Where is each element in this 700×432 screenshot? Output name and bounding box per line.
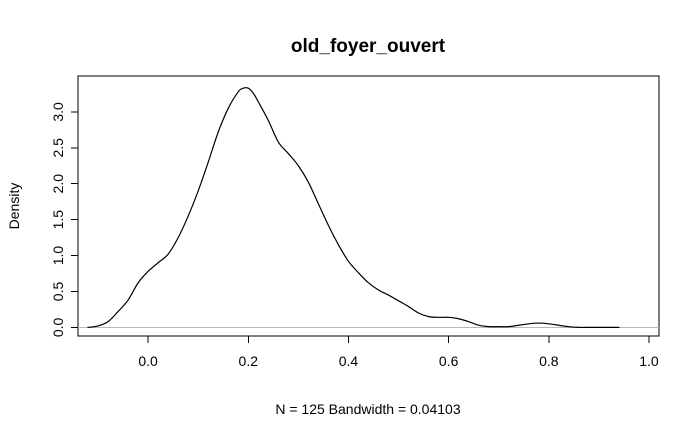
y-axis-label: Density [6,183,22,230]
y-tick-label-3: 1.5 [50,210,66,230]
x-tick-label-5: 1.0 [639,353,659,369]
x-tick-label-3: 0.6 [439,353,459,369]
x-tick-label-0: 0.0 [138,353,158,369]
density-series-points [88,88,619,327]
x-tick-label-1: 0.2 [239,353,259,369]
x-axis-label: N = 125 Bandwidth = 0.04103 [275,401,460,417]
y-tick-label-4: 2.0 [50,174,66,194]
y-tick-label-6: 3.0 [50,102,66,122]
x-tick-label-2: 0.4 [339,353,359,369]
y-tick-label-2: 1.0 [50,246,66,266]
y-axis: 0.0 0.5 1.0 1.5 2.0 2.5 3.0 [50,102,79,337]
y-tick-label-5: 2.5 [50,138,66,158]
x-axis: 0.0 0.2 0.4 0.6 0.8 1.0 [138,335,659,369]
plot-area-frame [77,75,660,337]
x-tick-label-4: 0.8 [539,353,559,369]
y-tick-label-1: 0.5 [50,282,66,302]
density-series-line [87,87,620,329]
chart-title: old_foyer_ouvert [291,36,446,57]
y-tick-label-0: 0.0 [50,317,66,337]
